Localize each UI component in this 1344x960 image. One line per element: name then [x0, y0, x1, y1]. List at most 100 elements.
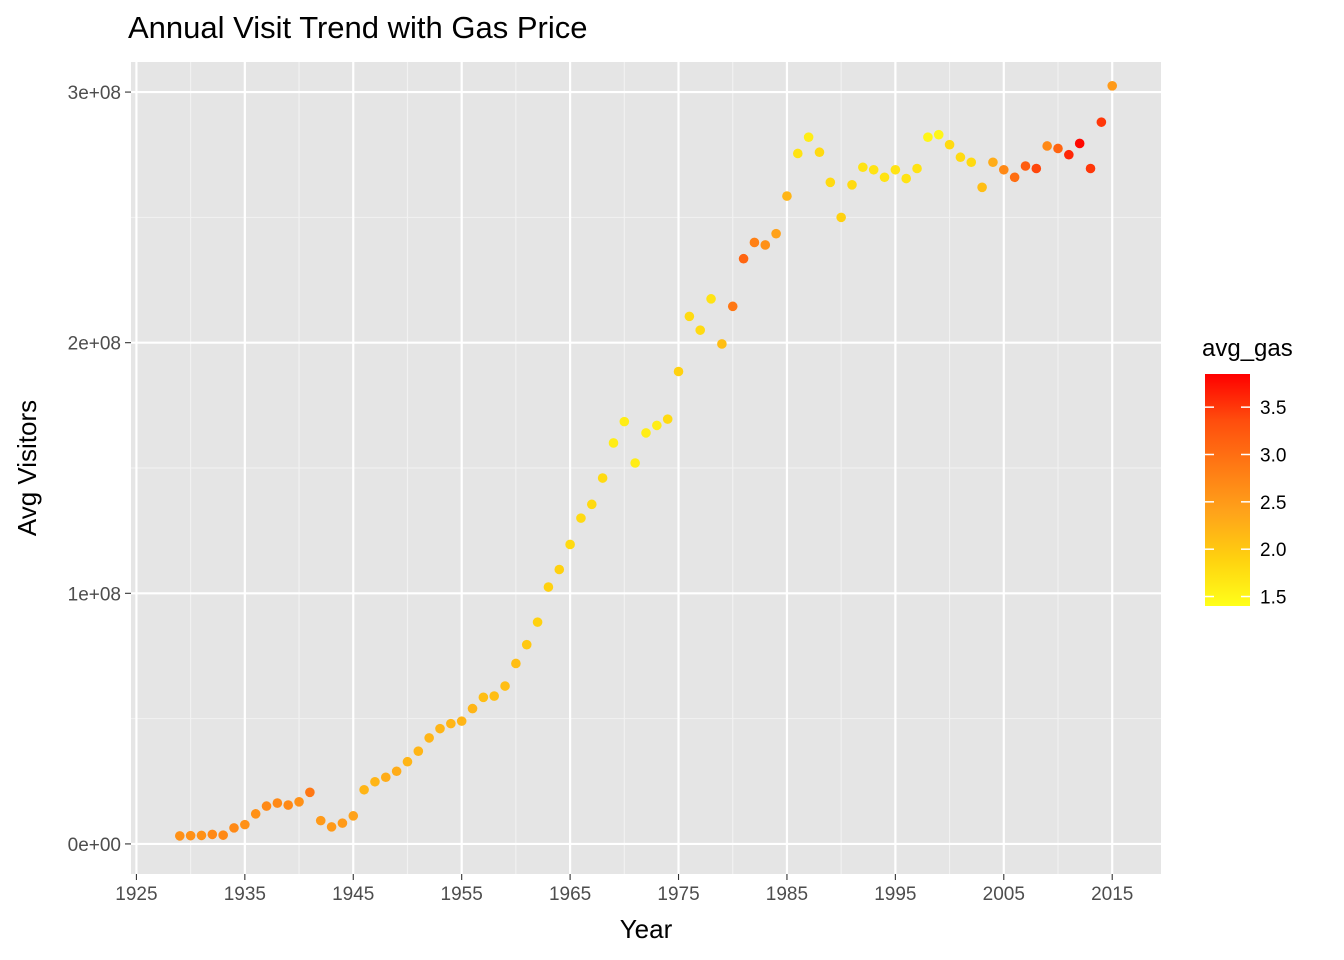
- y-tick-label: 0e+00: [68, 835, 121, 856]
- data-point: [294, 797, 304, 807]
- data-point: [511, 658, 521, 669]
- data-point: [446, 718, 456, 729]
- data-point: [359, 784, 369, 795]
- data-point: [196, 830, 207, 841]
- x-tick-label: 2005: [983, 884, 1025, 905]
- data-point: [868, 164, 879, 175]
- y-tick-label: 1e+08: [68, 584, 121, 605]
- data-point: [380, 772, 391, 783]
- legend-title: avg_gas: [1202, 335, 1293, 362]
- data-point: [803, 132, 814, 142]
- data-point: [391, 766, 402, 777]
- data-point: [1053, 143, 1063, 154]
- data-point: [988, 157, 998, 168]
- y-axis: 0e+00 1e+08 2e+08 3e+08: [68, 83, 131, 856]
- chart-title: Annual Visit Trend with Gas Price: [128, 10, 587, 45]
- data-point: [652, 420, 662, 431]
- colorbar-label: 3.0: [1260, 445, 1286, 466]
- data-point: [760, 240, 771, 250]
- data-point: [933, 129, 944, 140]
- x-tick-label: 1925: [115, 884, 157, 905]
- data-point: [717, 339, 727, 349]
- data-point: [1031, 163, 1042, 174]
- x-tick-label: 1975: [657, 884, 699, 905]
- data-point: [977, 182, 987, 193]
- data-point: [630, 458, 640, 468]
- data-point: [283, 800, 294, 810]
- data-point: [500, 681, 510, 691]
- data-point: [370, 776, 380, 787]
- data-point: [782, 191, 792, 201]
- data-point: [586, 499, 597, 510]
- data-point: [619, 416, 630, 427]
- data-point: [847, 180, 857, 190]
- x-tick-label: 1945: [332, 884, 374, 905]
- x-axis-title: Year: [620, 914, 673, 944]
- data-point: [749, 237, 760, 248]
- data-point: [261, 801, 272, 811]
- data-point: [998, 164, 1009, 175]
- data-point: [597, 473, 608, 483]
- data-point: [771, 228, 781, 239]
- data-point: [532, 617, 543, 627]
- data-point: [218, 830, 228, 840]
- data-point: [608, 438, 619, 448]
- data-point: [944, 139, 955, 150]
- data-point: [1020, 161, 1031, 171]
- data-point: [554, 564, 565, 575]
- data-point: [912, 163, 922, 174]
- x-tick-label: 1985: [766, 884, 808, 905]
- data-point: [1096, 117, 1107, 127]
- legend: avg_gas 1.5 2.0 2.5 3.0 3.5: [1202, 335, 1293, 609]
- data-point: [240, 819, 250, 830]
- data-point: [229, 823, 239, 833]
- x-tick-label: 2015: [1091, 884, 1133, 905]
- data-point: [890, 164, 901, 175]
- colorbar-label: 2.5: [1260, 493, 1286, 514]
- data-point: [315, 815, 326, 826]
- data-point: [402, 756, 413, 767]
- data-point: [825, 177, 836, 188]
- data-point: [814, 147, 825, 158]
- data-point: [792, 148, 803, 159]
- major-grid: [131, 62, 1161, 874]
- data-point: [738, 253, 749, 264]
- x-tick-label: 1995: [874, 884, 916, 905]
- data-point: [250, 809, 261, 819]
- data-point: [543, 582, 554, 592]
- data-point: [727, 301, 738, 312]
- minor-grid: [131, 62, 1161, 874]
- data-point: [489, 691, 500, 701]
- data-point: [1074, 138, 1085, 149]
- data-point: [695, 325, 706, 335]
- data-point: [879, 172, 890, 183]
- colorbar-label: 3.5: [1260, 398, 1286, 419]
- data-point: [478, 692, 489, 703]
- y-axis-title: Avg Visitors: [12, 400, 42, 536]
- colorbar-label: 2.0: [1260, 540, 1286, 561]
- data-point: [673, 366, 684, 377]
- x-tick-label: 1935: [224, 884, 266, 905]
- data-point: [1064, 149, 1074, 160]
- legend-colorbar: [1205, 374, 1250, 606]
- data-point: [305, 787, 315, 798]
- data-point: [337, 818, 348, 828]
- data-point: [1042, 141, 1052, 151]
- y-tick-label: 2e+08: [68, 334, 121, 355]
- data-point: [641, 428, 651, 438]
- data-point: [348, 811, 359, 821]
- x-tick-label: 1955: [441, 884, 483, 905]
- data-point: [836, 212, 846, 223]
- data-point: [521, 639, 532, 650]
- data-point: [1107, 81, 1118, 91]
- data-point: [174, 831, 185, 841]
- y-tick-label: 3e+08: [68, 83, 121, 104]
- data-point: [858, 162, 868, 173]
- data-point: [1085, 163, 1096, 174]
- data-point: [207, 829, 218, 840]
- data-point: [923, 132, 933, 142]
- data-point: [1009, 172, 1020, 183]
- data-point: [424, 733, 434, 743]
- x-axis: 1925 1935 1945 1955 1965 1975 1985 1995 2005 2015: [115, 874, 1133, 905]
